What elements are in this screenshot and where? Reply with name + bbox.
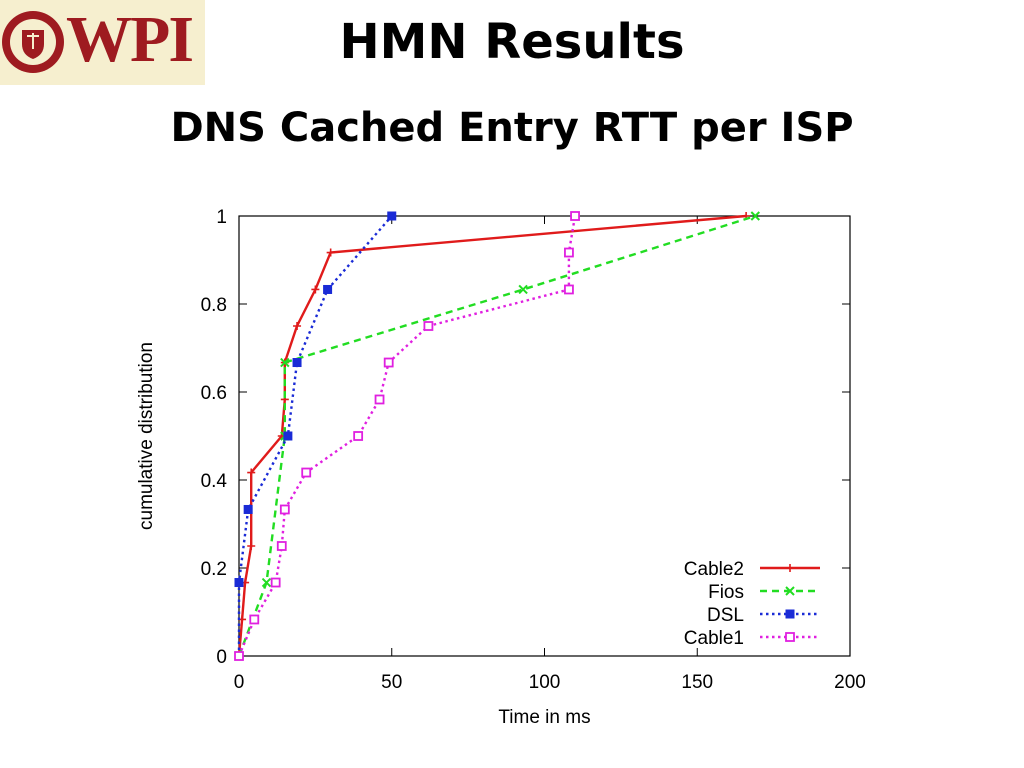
slide-title: HMN Results [339, 14, 685, 70]
point-cable1 [270, 577, 281, 588]
point-cable1 [383, 357, 394, 368]
wpi-logo-text: WPI [66, 3, 194, 76]
x-tick-label: 100 [529, 672, 561, 693]
point-dsl [243, 504, 253, 514]
point-dsl [283, 431, 293, 441]
x-tick-label: 0 [234, 672, 245, 693]
point-cable2 [311, 285, 320, 294]
point-cable2 [247, 468, 256, 477]
series-line-cable2 [237, 214, 747, 657]
x-tick-label: 50 [381, 672, 402, 693]
plot-frame [238, 215, 851, 657]
wpi-seal [2, 11, 64, 73]
point-fios [518, 284, 528, 295]
point-dsl [323, 284, 333, 294]
legend-label-cable1: Cable1 [684, 628, 744, 649]
legend-marker-cable2 [786, 564, 794, 572]
point-cable2 [293, 322, 302, 330]
point-cable1 [234, 651, 244, 661]
series-line-fios [237, 214, 756, 657]
series-line-dsl [237, 215, 393, 656]
legend-marker-dsl [785, 609, 795, 619]
y-tick-label: 0.4 [201, 471, 228, 492]
point-fios [280, 357, 290, 368]
point-cable1 [279, 504, 290, 515]
legend-label-fios: Fios [708, 582, 744, 603]
point-cable1 [570, 211, 580, 221]
point-cable1 [353, 431, 364, 441]
legend-label-dsl: DSL [707, 605, 744, 626]
y-tick-label: 1 [216, 207, 227, 228]
point-cable1 [276, 541, 287, 551]
point-cable1 [249, 614, 260, 625]
point-fios [261, 577, 272, 588]
point-fios [750, 211, 761, 221]
y-axis-label: cumulative distribution [136, 342, 157, 530]
legend-marker-cable1 [785, 632, 795, 642]
legend-label-cable2: Cable2 [684, 559, 744, 580]
y-tick-label: 0.6 [201, 383, 227, 404]
x-axis-label: Time in ms [498, 707, 590, 728]
y-tick-label: 0.2 [201, 559, 227, 580]
point-cable1 [423, 321, 434, 331]
point-cable1 [564, 247, 574, 258]
point-cable1 [564, 284, 574, 295]
point-cable2 [247, 542, 256, 550]
point-cable1 [374, 394, 385, 405]
point-dsl [234, 578, 244, 588]
point-dsl [292, 358, 302, 368]
slide-subtitle: DNS Cached Entry RTT per ISP [170, 105, 854, 151]
y-tick-label: 0 [216, 647, 227, 668]
point-cable1 [301, 467, 312, 478]
x-tick-label: 200 [834, 672, 866, 693]
point-dsl [387, 211, 397, 221]
legend-marker-fios [785, 586, 795, 596]
point-cable2 [326, 248, 335, 257]
y-tick-label: 0.8 [201, 295, 227, 316]
wpi-logo: WPI [0, 0, 205, 85]
x-tick-label: 150 [681, 672, 713, 693]
